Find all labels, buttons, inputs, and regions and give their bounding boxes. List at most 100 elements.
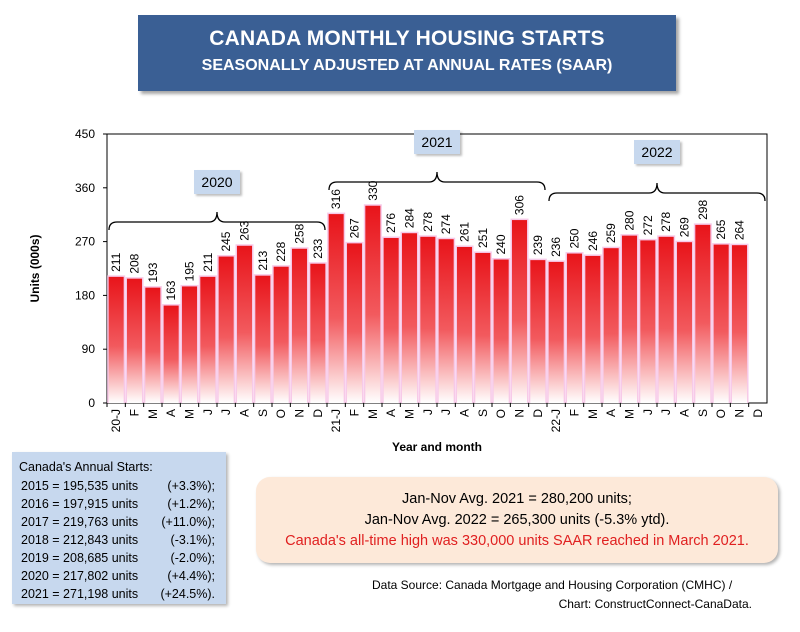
x-tick-label: J <box>219 409 233 415</box>
bar <box>603 248 619 403</box>
data-label: 274 <box>439 214 453 234</box>
x-tick-label: 20-J <box>109 409 123 432</box>
x-tick-label: A <box>238 409 252 417</box>
data-label: 250 <box>568 228 582 248</box>
all-time-high-note: Canada's all-time high was 330,000 units… <box>285 533 749 549</box>
bar <box>438 239 454 403</box>
bar <box>566 253 583 403</box>
source-line-1: Data Source: Canada Mortgage and Housing… <box>372 578 733 592</box>
bar <box>273 266 289 403</box>
bar <box>365 205 381 403</box>
bar <box>658 236 674 403</box>
data-label: 239 <box>531 235 545 255</box>
x-tick-label: O <box>714 409 728 418</box>
data-label: 211 <box>201 252 215 271</box>
bar <box>530 260 546 403</box>
data-label: 278 <box>659 211 673 231</box>
x-tick-label: O <box>274 409 288 418</box>
data-label: 267 <box>348 218 362 238</box>
bar <box>621 235 638 403</box>
data-label: 195 <box>183 261 197 281</box>
bar <box>695 224 711 403</box>
x-tick-label: 21-J <box>329 409 343 432</box>
x-tick-label: F <box>348 409 362 416</box>
bar <box>713 244 729 403</box>
bar <box>200 276 216 403</box>
y-tick-label: 450 <box>75 127 95 141</box>
x-tick-label: A <box>164 409 178 417</box>
data-label: 265 <box>714 219 728 239</box>
data-label: 213 <box>256 250 270 270</box>
year-brace <box>328 171 546 191</box>
annual-row: 2017 = 219,763 units (+11.0%); <box>21 515 215 529</box>
x-tick-label: S <box>696 409 710 417</box>
annual-row: 2018 = 212,843 units (-3.1%); <box>21 533 215 547</box>
bar <box>493 259 509 403</box>
chart-subtitle: SEASONALLY ADJUSTED AT ANNUAL RATES (SAA… <box>201 57 613 74</box>
x-tick-label: 22-J <box>549 409 563 432</box>
data-label: 280 <box>623 210 637 230</box>
annual-starts-heading: Canada's Annual Starts: <box>19 460 153 474</box>
annual-row: 2015 = 195,535 units (+3.3%); <box>21 479 215 493</box>
x-tick-label: F <box>128 409 142 416</box>
annual-row: 2020 = 217,802 units (+4.4%); <box>21 569 215 583</box>
annual-row: 2021 = 271,198 units (+24.5%). <box>21 587 215 601</box>
x-tick-label: S <box>256 409 270 417</box>
y-tick-label: 90 <box>82 342 96 356</box>
data-label: 278 <box>421 211 435 231</box>
x-tick-label: A <box>458 409 472 417</box>
x-tick-label: M <box>403 409 417 419</box>
bar <box>291 248 308 403</box>
source-line-2: Chart: ConstructConnect-CanaData. <box>558 597 752 611</box>
bar <box>255 275 271 403</box>
x-axis-label: Year and month <box>392 440 482 454</box>
x-tick-label: N <box>733 409 747 418</box>
bar <box>218 256 234 403</box>
bar <box>310 263 326 403</box>
data-label: 272 <box>641 215 655 235</box>
x-tick-label: J <box>641 409 655 415</box>
x-tick-label: M <box>366 409 380 419</box>
x-tick-label: J <box>659 409 673 415</box>
bar <box>456 246 473 403</box>
year-label-2020: 2020 <box>194 170 240 194</box>
data-label: 284 <box>403 208 417 228</box>
y-tick-label: 360 <box>75 181 95 195</box>
year-brace <box>108 211 326 231</box>
x-tick-label: A <box>604 409 618 417</box>
data-label: 245 <box>219 231 233 251</box>
data-label: 236 <box>549 237 563 257</box>
average-summary-box: Jan-Nov Avg. 2021 = 280,200 units; Jan-N… <box>256 477 778 563</box>
data-label: 316 <box>329 189 343 209</box>
bar <box>236 245 253 403</box>
data-label: 259 <box>604 223 618 243</box>
x-tick-label: J <box>421 409 435 415</box>
data-label: 251 <box>476 228 490 248</box>
data-label: 264 <box>733 220 747 240</box>
data-label: 246 <box>586 231 600 251</box>
x-tick-label: D <box>751 409 765 418</box>
bar <box>181 286 198 403</box>
y-tick-label: 270 <box>75 235 95 249</box>
annual-row: 2019 = 208,685 units (-2.0%); <box>21 551 215 565</box>
data-label: 258 <box>293 223 307 243</box>
data-label: 306 <box>513 195 527 215</box>
x-tick-label: D <box>531 409 545 418</box>
year-label-2021: 2021 <box>414 130 460 154</box>
y-axis-label: Units (000s) <box>28 234 42 302</box>
x-tick-label: A <box>384 409 398 417</box>
bar <box>346 243 363 403</box>
x-tick-label: M <box>623 409 637 419</box>
bar <box>328 214 344 403</box>
x-tick-label: N <box>513 409 527 418</box>
x-tick-label: J <box>439 409 453 415</box>
y-tick-label: 0 <box>88 396 95 410</box>
data-label: 193 <box>146 262 160 282</box>
data-label: 330 <box>366 180 380 200</box>
bar <box>163 305 179 403</box>
bar <box>108 276 124 403</box>
bar <box>511 220 528 403</box>
data-label: 263 <box>238 220 252 240</box>
chart-title-box: CANADA MONTHLY HOUSING STARTS SEASONALLY… <box>138 15 676 91</box>
